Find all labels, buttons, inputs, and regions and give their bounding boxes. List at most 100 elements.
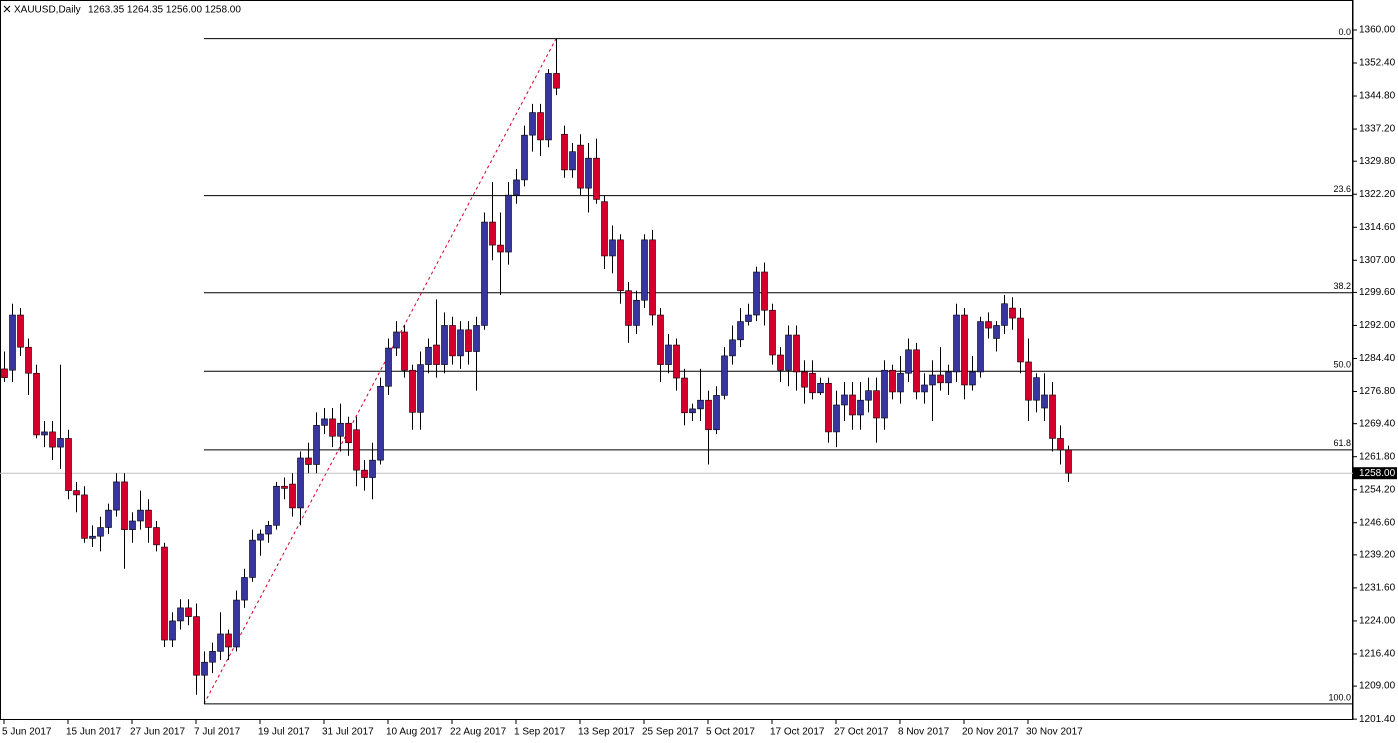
- candle-body: [17, 314, 24, 348]
- candle-body: [761, 271, 768, 311]
- candle-body: [457, 329, 464, 357]
- candle-body: [281, 485, 288, 489]
- candle-body: [1009, 307, 1016, 319]
- candle-body: [49, 431, 56, 448]
- candle-body: [353, 429, 360, 471]
- candle-body: [233, 599, 240, 648]
- candle-body: [81, 494, 88, 539]
- fib-label: 23.6: [1333, 184, 1351, 194]
- candle-body: [905, 349, 912, 374]
- candle-body: [273, 485, 280, 526]
- candle-body: [1001, 303, 1008, 326]
- candle-body: [777, 354, 784, 371]
- candle-body: [929, 374, 936, 386]
- candle-body: [201, 661, 208, 676]
- candle-body: [753, 271, 760, 316]
- candle-body: [297, 457, 304, 509]
- candle-body: [65, 438, 72, 491]
- candle-body: [657, 314, 664, 365]
- candle-body: [489, 221, 496, 246]
- candle-body: [737, 321, 744, 341]
- candle-body: [729, 339, 736, 357]
- candle-body: [57, 438, 64, 448]
- candle-body: [1033, 377, 1040, 401]
- candle-body: [97, 527, 104, 537]
- candle-body: [969, 371, 976, 386]
- ohlc-text: 1263.35 1264.35 1256.00 1258.00: [88, 5, 241, 16]
- candle-body: [913, 349, 920, 393]
- candle-body: [193, 616, 200, 676]
- candle-body: [697, 399, 704, 410]
- candle-body: [841, 394, 848, 406]
- candle-body: [617, 239, 624, 291]
- candle-body: [369, 459, 376, 478]
- candle-body: [801, 371, 808, 388]
- candle-body: [649, 239, 656, 316]
- candle-body: [321, 418, 328, 426]
- candle-body: [473, 325, 480, 352]
- x-tick-label: 8 Nov 2017: [898, 727, 950, 738]
- candle-body: [417, 364, 424, 413]
- x-tick-label: 17 Oct 2017: [770, 727, 825, 738]
- x-tick-label: 27 Oct 2017: [834, 727, 889, 738]
- x-tick-label: 13 Sep 2017: [578, 727, 635, 738]
- candle-body: [129, 520, 136, 530]
- candle-body: [113, 481, 120, 511]
- candle-body: [953, 314, 960, 373]
- candle-body: [209, 651, 216, 663]
- y-tick-label: 1314.60: [1359, 222, 1396, 233]
- candle-body: [177, 607, 184, 622]
- candle-body: [1, 368, 8, 378]
- y-tick-label: 1201.40: [1359, 714, 1396, 725]
- candle-body: [561, 133, 568, 171]
- candle-body: [257, 533, 264, 541]
- candle-body: [441, 325, 448, 365]
- x-tick-label: 5 Jun 2017: [2, 727, 52, 738]
- y-tick-label: 1337.20: [1359, 124, 1396, 135]
- y-tick-label: 1261.80: [1359, 451, 1396, 462]
- candle-body: [121, 481, 128, 530]
- x-tick-label: 15 Jun 2017: [66, 727, 121, 738]
- candle-body: [41, 431, 48, 436]
- candle-body: [393, 331, 400, 349]
- candle-body: [633, 299, 640, 326]
- candle-body: [153, 527, 160, 546]
- candle-body: [1057, 438, 1064, 451]
- candle-body: [665, 344, 672, 365]
- y-tick-label: 1329.80: [1359, 156, 1396, 167]
- candle-body: [361, 469, 368, 478]
- candle-body: [313, 425, 320, 465]
- candle-body: [169, 620, 176, 641]
- candle-body: [329, 418, 336, 437]
- candle-body: [265, 525, 272, 535]
- candle-body: [921, 384, 928, 393]
- candle-body: [337, 422, 344, 437]
- x-tick-label: 20 Nov 2017: [962, 727, 1019, 738]
- candle-body: [9, 314, 16, 371]
- candle-body: [985, 321, 992, 329]
- candle-body: [449, 325, 456, 357]
- x-tick-label: 19 Jul 2017: [258, 727, 310, 738]
- candle-body: [553, 73, 560, 89]
- candle-body: [537, 112, 544, 141]
- candle-body: [433, 344, 440, 365]
- candle-body: [689, 408, 696, 414]
- candle-body: [521, 134, 528, 181]
- y-tick-label: 1276.80: [1359, 386, 1396, 397]
- fib-label: 0.0: [1338, 27, 1351, 37]
- y-tick-label: 1292.00: [1359, 320, 1396, 331]
- candle-body: [505, 194, 512, 253]
- candle-body: [465, 329, 472, 352]
- last-price-label: 1258.00: [1359, 468, 1396, 479]
- candle-body: [849, 394, 856, 416]
- candle-body: [249, 539, 256, 578]
- y-tick-label: 1246.60: [1359, 517, 1396, 528]
- candle-body: [681, 377, 688, 414]
- candle-body: [625, 290, 632, 326]
- candle-body: [601, 201, 608, 257]
- candle-body: [857, 399, 864, 416]
- y-tick-label: 1307.00: [1359, 255, 1396, 266]
- y-tick-label: 1231.60: [1359, 583, 1396, 594]
